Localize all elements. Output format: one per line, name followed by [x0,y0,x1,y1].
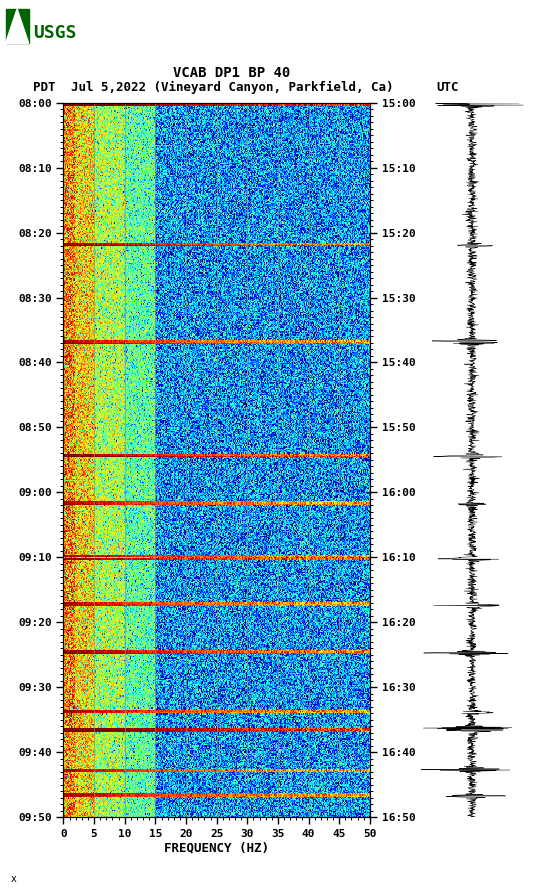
Text: VCAB DP1 BP 40: VCAB DP1 BP 40 [173,66,290,80]
Text: Jul 5,2022 (Vineyard Canyon, Parkfield, Ca): Jul 5,2022 (Vineyard Canyon, Parkfield, … [71,80,393,94]
Text: x: x [11,874,17,884]
Bar [6,9,29,43]
Text: PDT: PDT [33,80,56,94]
Text: USGS: USGS [33,24,77,43]
Polygon shape [6,9,29,43]
X-axis label: FREQUENCY (HZ): FREQUENCY (HZ) [164,842,269,855]
Text: UTC: UTC [436,80,459,94]
